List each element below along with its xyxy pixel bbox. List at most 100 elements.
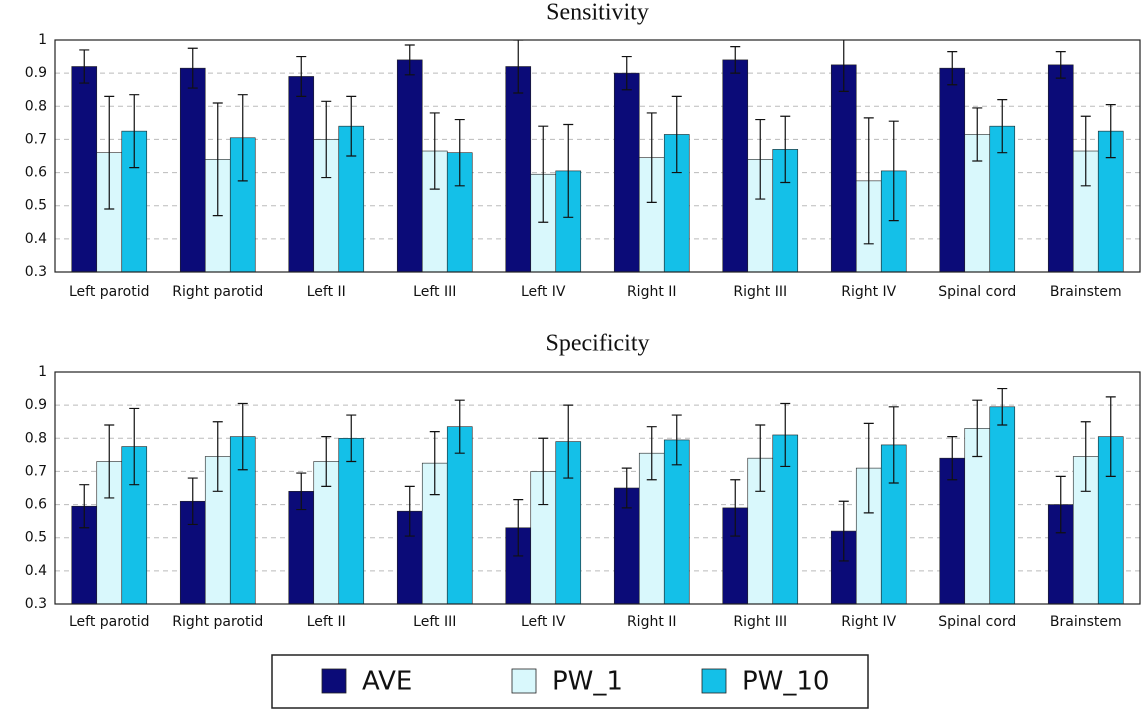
error-bar <box>79 484 90 529</box>
y-tick-label: 0.8 <box>25 430 47 446</box>
error-bar <box>538 125 549 223</box>
error-bar <box>563 404 574 479</box>
x-tick-label: Left II <box>307 614 346 630</box>
legend-label: PW_10 <box>742 667 829 697</box>
error-bar <box>454 118 465 187</box>
error-bar <box>972 399 983 458</box>
error-bar <box>863 117 874 245</box>
x-tick-label: Right IV <box>841 284 896 300</box>
error-bar <box>212 421 223 492</box>
error-bar <box>129 407 140 486</box>
x-tick-label: Right IV <box>841 614 896 630</box>
error-bar <box>671 95 682 174</box>
error-bar <box>755 424 766 492</box>
error-bar <box>563 123 574 218</box>
plot-area <box>71 387 1124 604</box>
bar <box>338 437 365 604</box>
error-bar <box>129 94 140 169</box>
error-bar <box>997 387 1008 426</box>
x-tick-label: Brainstem <box>1050 614 1122 630</box>
error-bar <box>730 46 741 74</box>
error-bar <box>1055 475 1066 534</box>
error-bar <box>838 40 849 92</box>
x-tick-label: Left II <box>307 284 346 300</box>
error-bar <box>187 47 198 89</box>
y-tick-label: 0.9 <box>25 65 47 81</box>
error-bar <box>454 399 465 454</box>
error-bar <box>1105 104 1116 159</box>
error-bar <box>212 102 223 217</box>
y-tick-label: 0.3 <box>25 596 47 612</box>
error-bar <box>346 95 357 157</box>
legend-label: AVE <box>362 667 412 697</box>
error-bar <box>296 472 307 511</box>
bar <box>830 64 857 272</box>
error-bar <box>947 51 958 86</box>
error-bar <box>997 99 1008 154</box>
bar <box>964 428 991 604</box>
error-bar <box>621 467 632 509</box>
chart-title: Specificity <box>546 331 650 357</box>
error-bar <box>429 112 440 190</box>
x-tick-label: Right parotid <box>172 284 263 300</box>
y-tick-label: 1 <box>38 32 47 48</box>
y-tick-label: 0.5 <box>25 530 47 546</box>
error-bar <box>237 94 248 182</box>
legend-box <box>271 654 869 709</box>
legend-label: PW_1 <box>552 667 623 697</box>
x-tick-label: Brainstem <box>1050 284 1122 300</box>
y-tick-label: 0.7 <box>25 463 47 479</box>
error-bar <box>947 436 958 481</box>
error-bar <box>237 402 248 471</box>
error-bar <box>296 55 307 97</box>
error-bar <box>730 479 741 537</box>
bar <box>989 406 1016 604</box>
x-tick-label: Left parotid <box>69 614 150 630</box>
bar <box>446 426 473 604</box>
error-bar <box>321 100 332 179</box>
plot-border <box>54 371 1141 605</box>
error-bar <box>671 414 682 466</box>
bar <box>663 439 690 604</box>
error-bar <box>863 422 874 514</box>
y-tick-label: 0.6 <box>25 165 47 181</box>
error-bar <box>104 95 115 210</box>
error-bar <box>780 115 791 184</box>
bar <box>288 76 315 272</box>
x-tick-label: Right II <box>627 614 677 630</box>
error-bar <box>538 437 549 506</box>
x-tick-label: Right parotid <box>172 614 263 630</box>
error-bar <box>888 406 899 484</box>
error-bar <box>838 500 849 562</box>
x-tick-label: Left IV <box>521 614 566 630</box>
y-tick-label: 0.8 <box>25 98 47 114</box>
y-tick-label: 0.7 <box>25 131 47 147</box>
error-bar <box>513 499 524 557</box>
bar <box>939 457 966 604</box>
error-bar <box>1105 396 1116 477</box>
y-tick-label: 0.5 <box>25 198 47 214</box>
error-bar <box>104 424 115 499</box>
x-tick-label: Left parotid <box>69 284 150 300</box>
y-tick-label: 0.4 <box>25 563 47 579</box>
y-tick-label: 1 <box>38 364 47 380</box>
error-bar <box>621 55 632 91</box>
y-tick-label: 0.6 <box>25 497 47 513</box>
x-tick-label: Right II <box>627 284 677 300</box>
bar <box>71 66 98 272</box>
error-bar <box>346 414 357 463</box>
error-bar <box>429 431 440 496</box>
x-tick-label: Spinal cord <box>938 284 1016 300</box>
error-bar <box>1080 421 1091 492</box>
chart-title: Sensitivity <box>546 0 649 26</box>
error-bar <box>646 426 657 481</box>
x-tick-label: Left III <box>413 284 456 300</box>
y-tick-label: 0.9 <box>25 397 47 413</box>
error-bar <box>404 485 415 537</box>
error-bar <box>404 44 415 76</box>
error-bar <box>646 112 657 203</box>
x-tick-label: Left IV <box>521 284 566 300</box>
bar <box>939 67 966 272</box>
error-bar <box>888 120 899 222</box>
